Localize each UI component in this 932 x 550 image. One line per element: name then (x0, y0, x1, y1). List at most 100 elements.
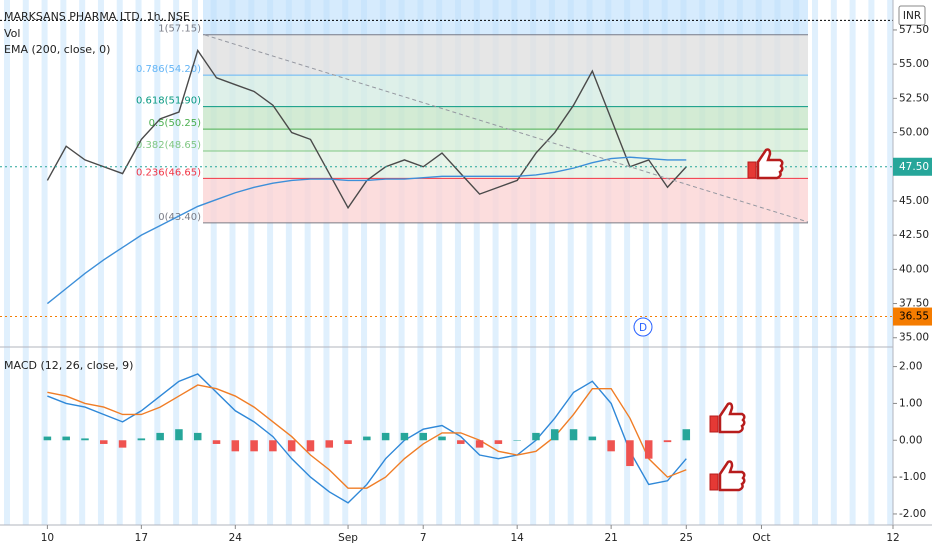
x-tick-label: 14 (510, 532, 524, 544)
histogram-bar (43, 436, 52, 441)
thumbs-up (709, 402, 746, 434)
histogram-bar (419, 432, 427, 441)
session-stripe (736, 0, 743, 525)
y2-tick-label: -1.00 (899, 471, 926, 483)
price-badge-label: 36.55 (899, 311, 929, 323)
fib-label: 0.786(54.20) (136, 64, 201, 75)
dividend-icon[interactable] (633, 317, 653, 337)
histogram-bar (137, 438, 146, 441)
histogram-bar (287, 440, 296, 452)
y-tick-label: 42.50 (899, 229, 929, 241)
ema-legend: EMA (200, close, 0) (4, 43, 110, 56)
x-tick-label: Oct (752, 532, 770, 544)
session-stripe (285, 0, 292, 525)
session-stripe (210, 0, 217, 525)
plot: 1(57.15) 0.786(54.20) 0.618(51.90) 0.5(50.2… (0, 19, 893, 504)
histogram-bar (532, 432, 540, 441)
session-stripe (454, 0, 461, 525)
session-stripe (567, 0, 574, 525)
session-stripe (304, 0, 311, 525)
histogram-bar (231, 440, 240, 452)
fib-label: 0(43.40) (158, 212, 201, 223)
y-tick-label: 52.50 (899, 92, 929, 104)
session-stripe (755, 0, 762, 525)
histogram-bar (100, 440, 108, 444)
histogram-bar (475, 440, 484, 448)
session-stripe (60, 0, 67, 525)
histogram-bar (438, 436, 446, 441)
x-tick-label: 10 (41, 532, 54, 544)
session-stripe (830, 0, 837, 525)
session-stripe (868, 0, 875, 525)
histogram-bar (626, 440, 634, 467)
session-stripe (267, 0, 274, 525)
axes: 35.00 37.50 40.00 42.50 45.00 47.50 50.00 52.50… (41, 24, 932, 544)
fib-label: 0.618(51.90) (136, 96, 201, 107)
series-line (47, 384, 687, 489)
session-stripe (323, 0, 330, 525)
fib-zone (203, 0, 808, 35)
session-stripe (624, 0, 631, 525)
session-stripe (79, 0, 86, 525)
price-badge-label: 47.50 (899, 161, 929, 173)
thumbs-up-icons (709, 148, 784, 492)
y-tick-label: 35.00 (899, 332, 929, 344)
chart-title: MARKSANS PHARMA LTD, 1h, NSE (4, 10, 190, 23)
session-stripe (361, 0, 368, 525)
session-stripe (4, 0, 10, 525)
price-badge (893, 157, 932, 176)
session-stripe (812, 0, 819, 525)
session-stripe (511, 0, 518, 525)
session-stripe (774, 0, 781, 525)
macd-legend: MACD (12, 26, close, 9) (4, 359, 133, 372)
y2-tick-label: 2.00 (899, 361, 922, 373)
histogram-bar (62, 436, 70, 441)
volume-legend: Vol (4, 27, 20, 40)
session-stripe (530, 0, 537, 525)
histogram-bar (588, 436, 597, 441)
y-tick-label: 55.00 (899, 58, 929, 70)
fib-band (203, 75, 808, 107)
session-stripe (718, 0, 725, 525)
session-stripe (849, 0, 856, 525)
y-tick-label: 45.00 (899, 195, 929, 207)
histogram-bar (663, 440, 672, 443)
currency-box[interactable] (898, 5, 926, 26)
session-stripe (379, 0, 386, 525)
y2-tick-label: -2.00 (899, 508, 926, 520)
histogram-bar (306, 440, 315, 452)
fib-band (203, 106, 808, 130)
x-tick-label: 7 (420, 532, 427, 544)
currency[interactable]: INR (903, 10, 921, 22)
y-tick-label: 57.50 (899, 24, 929, 36)
session-stripe (22, 0, 29, 525)
x-tick-label: Sep (338, 532, 358, 544)
session-stripe (248, 0, 255, 525)
x-tick-label: 12 (886, 532, 899, 544)
session-stripe (661, 0, 668, 525)
session-stripe (548, 0, 555, 525)
session-stripe (680, 0, 687, 525)
session-stripe (398, 0, 405, 525)
histogram-bar (607, 440, 615, 452)
y-tick-label: 50.00 (899, 127, 929, 139)
x-tick-label: 25 (680, 532, 693, 544)
session-stripe (417, 0, 424, 525)
histogram-bar (250, 440, 258, 452)
session-stripe (436, 0, 443, 525)
background (4, 0, 894, 525)
session-stripe (473, 0, 480, 525)
session-stripe (229, 0, 236, 525)
fib-label: 0.382(48.65) (136, 140, 201, 151)
histogram-bar (494, 440, 503, 444)
histogram-bar (644, 440, 653, 459)
fib-label: 1(57.15) (158, 24, 201, 35)
histogram-bar (381, 432, 390, 441)
dividend-label[interactable]: D (639, 322, 647, 334)
session-stripe (173, 0, 180, 525)
histogram-bar (325, 440, 334, 448)
y-tick-label: 37.50 (899, 298, 929, 310)
session-stripe (41, 0, 48, 525)
